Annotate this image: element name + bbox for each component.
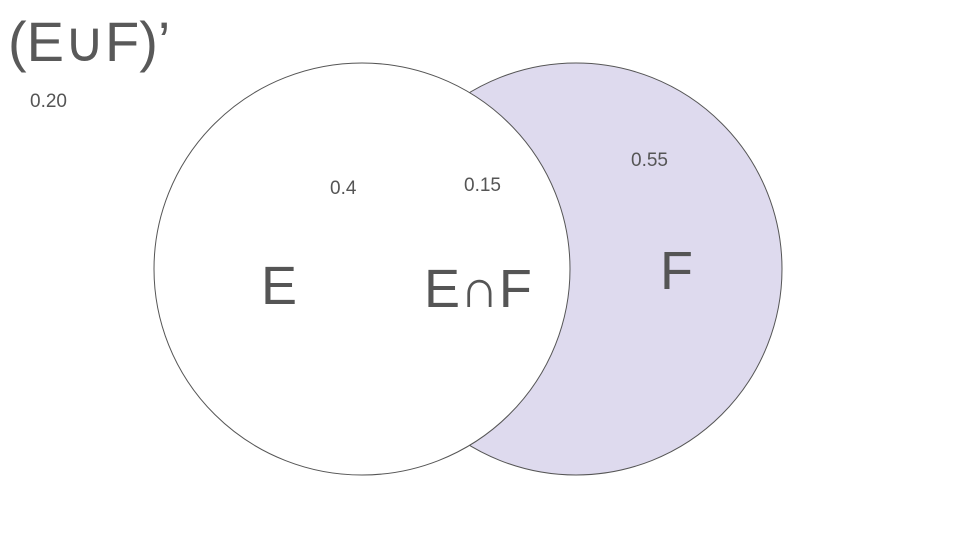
e-only-region-value: 0.4 xyxy=(330,178,357,199)
complement-title: (E∪F)’ xyxy=(8,10,171,73)
set-f-label: F xyxy=(660,241,693,301)
outside-region-value: 0.20 xyxy=(30,91,67,112)
intersection-region-value: 0.15 xyxy=(464,175,501,196)
set-e-label: E xyxy=(261,256,298,316)
f-only-region-value: 0.55 xyxy=(631,150,668,171)
intersection-label: E∩F xyxy=(424,259,532,319)
set-e-circle xyxy=(153,62,571,476)
